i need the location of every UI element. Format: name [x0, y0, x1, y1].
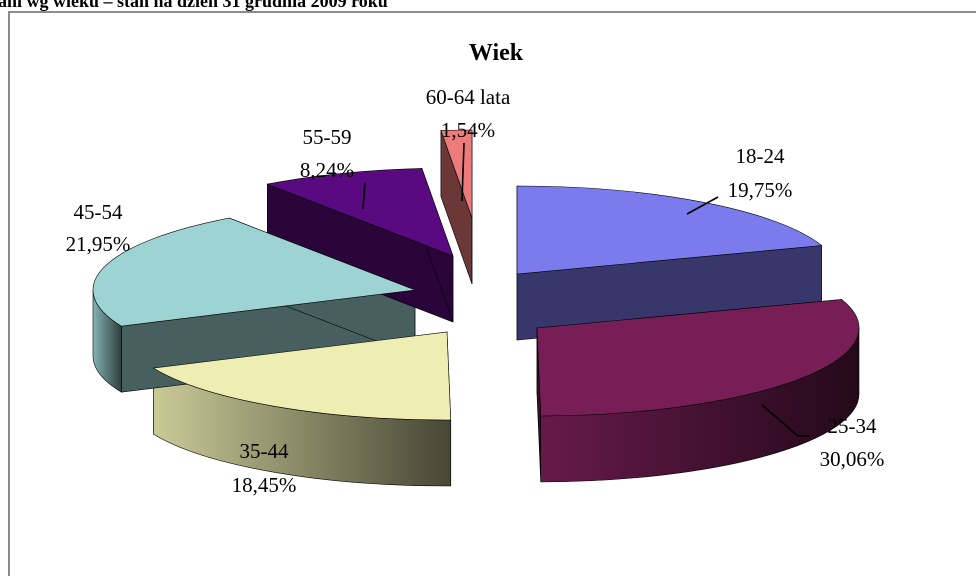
chart-title: Wiek [469, 40, 524, 66]
slice-labels: 18-24 19,75% 25-34 30,06% 35-44 18,45% 45-54 21… [66, 85, 885, 497]
slice-percent-label: 8,24% [300, 158, 354, 182]
pie-slice-25-34 [536, 299, 860, 417]
pie-tops [92, 129, 860, 421]
slice-percent-label: 19,75% [728, 178, 793, 202]
slice-category-label: 35-44 [240, 439, 289, 463]
slice-category-label: 55-59 [303, 125, 352, 149]
leader-line-5 [461, 142, 465, 202]
leader-line-1 [761, 404, 810, 437]
leader-line-4 [362, 182, 366, 210]
pie-slice-45-54 [92, 217, 416, 327]
slice-percent-label: 30,06% [820, 447, 885, 471]
slice-category-label: 25-34 [828, 414, 877, 438]
leader-lines [362, 142, 810, 437]
pie-slice-55-59 [266, 168, 454, 257]
pie-slice-18-24 [516, 185, 823, 275]
slice-category-label: 45-54 [74, 200, 123, 224]
slice-category-label: 18-24 [736, 144, 785, 168]
slice-percent-label: 18,45% [232, 473, 297, 497]
slice-category-label: 60-64 lata [426, 85, 511, 109]
slice-percent-label: 1,54% [441, 118, 495, 142]
leader-line-0 [686, 196, 719, 215]
pie-slice-35-44 [152, 331, 452, 421]
chart-area [8, 11, 976, 576]
page-heading: ani wg wieku – stan na dzień 31 grudnia … [0, 0, 388, 11]
slice-percent-label: 21,95% [66, 232, 131, 256]
